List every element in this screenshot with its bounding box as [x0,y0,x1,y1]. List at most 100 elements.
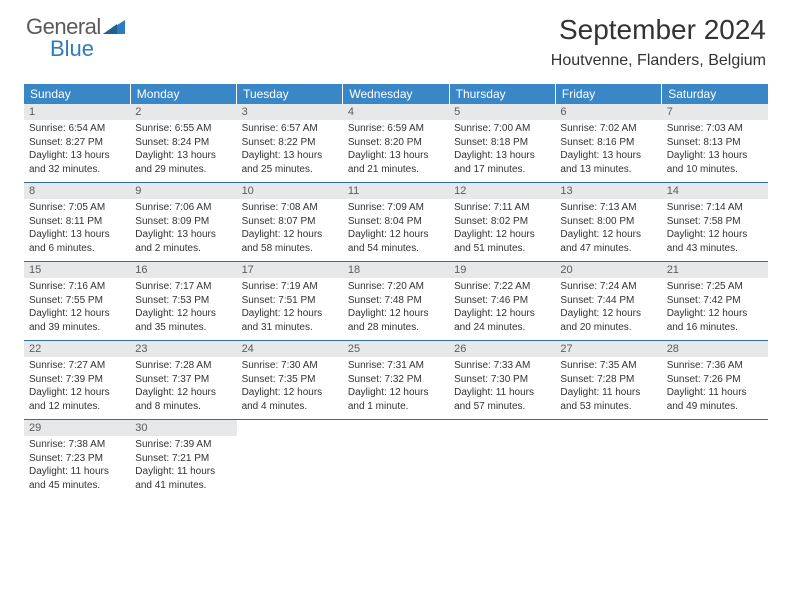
title-block: September 2024 Houtvenne, Flanders, Belg… [551,14,766,70]
calendar-day-cell: 18Sunrise: 7:20 AMSunset: 7:48 PMDayligh… [343,262,449,341]
sunrise-line: Sunrise: 7:36 AM [667,360,743,371]
calendar-week-row: 1Sunrise: 6:54 AMSunset: 8:27 PMDaylight… [24,104,768,183]
daylight-line: Daylight: 12 hours and 43 minutes. [667,229,748,254]
calendar-day-cell: 21Sunrise: 7:25 AMSunset: 7:42 PMDayligh… [662,262,768,341]
day-details: Sunrise: 7:17 AMSunset: 7:53 PMDaylight:… [130,278,236,340]
calendar-day-cell: 8Sunrise: 7:05 AMSunset: 8:11 PMDaylight… [24,183,130,262]
sunset-line: Sunset: 7:23 PM [29,453,103,464]
weekday-header: Monday [130,84,236,104]
calendar-week-row: 29Sunrise: 7:38 AMSunset: 7:23 PMDayligh… [24,420,768,499]
calendar-day-cell [662,420,768,499]
sunrise-line: Sunrise: 7:33 AM [454,360,530,371]
sunset-line: Sunset: 8:20 PM [348,137,422,148]
sunrise-line: Sunrise: 7:19 AM [242,281,318,292]
calendar-day-cell: 10Sunrise: 7:08 AMSunset: 8:07 PMDayligh… [237,183,343,262]
weekday-header-row: Sunday Monday Tuesday Wednesday Thursday… [24,84,768,104]
sunset-line: Sunset: 7:55 PM [29,295,103,306]
calendar-day-cell: 7 Sunrise: 7:03 AM Sunset: 8:13 PM Daylight… [662,104,768,183]
calendar-week-row: 22Sunrise: 7:27 AMSunset: 7:39 PMDayligh… [24,341,768,420]
day-number: 10 [237,183,343,199]
sunset-line: Sunset: 7:51 PM [242,295,316,306]
calendar-day-cell [449,420,555,499]
day-details: Sunrise: 7:25 AMSunset: 7:42 PMDaylight:… [662,278,768,340]
day-details: Sunrise: 7:38 AMSunset: 7:23 PMDaylight:… [24,436,130,498]
sunrise-line: Sunrise: 7:11 AM [454,202,529,213]
daylight-line: Daylight: 11 hours and 41 minutes. [135,466,215,491]
day-number: 2 [130,104,236,120]
sunrise-line: Sunrise: 7:39 AM [135,439,211,450]
sunrise-line: Sunrise: 7:03 AM [667,123,743,134]
daylight-line: Daylight: 12 hours and 8 minutes. [135,387,216,412]
daylight-line: Daylight: 12 hours and 39 minutes. [29,308,110,333]
calendar-day-cell [555,420,661,499]
sunset-line: Sunset: 8:18 PM [454,137,528,148]
logo: General Blue [26,14,125,62]
calendar-day-cell: 26Sunrise: 7:33 AMSunset: 7:30 PMDayligh… [449,341,555,420]
weekday-header: Friday [555,84,661,104]
daylight-line: Daylight: 13 hours and 21 minutes. [348,150,429,175]
daylight-line: Daylight: 13 hours and 32 minutes. [29,150,110,175]
sunrise-line: Sunrise: 7:02 AM [560,123,636,134]
sunrise-line: Sunrise: 7:25 AM [667,281,743,292]
calendar-day-cell: 12Sunrise: 7:11 AMSunset: 8:02 PMDayligh… [449,183,555,262]
day-number: 21 [662,262,768,278]
day-details: Sunrise: 7:28 AMSunset: 7:37 PMDaylight:… [130,357,236,419]
sunset-line: Sunset: 8:00 PM [560,216,634,227]
sunset-line: Sunset: 8:13 PM [667,137,741,148]
sunset-line: Sunset: 8:24 PM [135,137,209,148]
sunset-line: Sunset: 7:28 PM [560,374,634,385]
day-number: 18 [343,262,449,278]
sunrise-line: Sunrise: 7:14 AM [667,202,743,213]
day-number: 25 [343,341,449,357]
sunset-line: Sunset: 7:46 PM [454,295,528,306]
day-number: 24 [237,341,343,357]
day-details: Sunrise: 7:19 AMSunset: 7:51 PMDaylight:… [237,278,343,340]
day-details: Sunrise: 7:22 AMSunset: 7:46 PMDaylight:… [449,278,555,340]
day-details: Sunrise: 6:59 AMSunset: 8:20 PMDaylight:… [343,120,449,182]
day-details: Sunrise: 7:00 AMSunset: 8:18 PMDaylight:… [449,120,555,182]
sunrise-line: Sunrise: 7:28 AM [135,360,211,371]
day-number: 27 [555,341,661,357]
sunset-line: Sunset: 7:53 PM [135,295,209,306]
calendar-day-cell: 16Sunrise: 7:17 AMSunset: 7:53 PMDayligh… [130,262,236,341]
sunrise-line: Sunrise: 7:27 AM [29,360,105,371]
daylight-line: Daylight: 12 hours and 58 minutes. [242,229,323,254]
daylight-line: Daylight: 11 hours and 49 minutes. [667,387,747,412]
sunrise-line: Sunrise: 7:05 AM [29,202,105,213]
daylight-line: Daylight: 13 hours and 10 minutes. [667,150,748,175]
weekday-header: Sunday [24,84,130,104]
day-details: Sunrise: 7:16 AM Sunset: 7:55 PM Daylight:… [24,278,130,340]
calendar-day-cell: 14Sunrise: 7:14 AMSunset: 7:58 PMDayligh… [662,183,768,262]
daylight-line: Daylight: 13 hours and 25 minutes. [242,150,323,175]
sunrise-line: Sunrise: 7:00 AM [454,123,530,134]
sunrise-line: Sunrise: 6:54 AM [29,123,105,134]
sunrise-line: Sunrise: 7:08 AM [242,202,318,213]
day-details: Sunrise: 7:08 AMSunset: 8:07 PMDaylight:… [237,199,343,261]
sunrise-line: Sunrise: 7:16 AM [29,281,105,292]
sunrise-line: Sunrise: 7:20 AM [348,281,424,292]
sunset-line: Sunset: 8:22 PM [242,137,316,148]
calendar-day-cell [237,420,343,499]
calendar-day-cell: 4Sunrise: 6:59 AMSunset: 8:20 PMDaylight… [343,104,449,183]
day-number: 13 [555,183,661,199]
calendar-day-cell: 6Sunrise: 7:02 AMSunset: 8:16 PMDaylight… [555,104,661,183]
sunset-line: Sunset: 7:48 PM [348,295,422,306]
daylight-line: Daylight: 13 hours and 6 minutes. [29,229,110,254]
day-number: 7 [662,104,768,120]
day-details: Sunrise: 7:31 AMSunset: 7:32 PMDaylight:… [343,357,449,419]
daylight-line: Daylight: 13 hours and 29 minutes. [135,150,216,175]
logo-triangle-icon [103,14,125,40]
calendar-day-cell: 15Sunrise: 7:16 AMSunset: 7:55 PMDayligh… [24,262,130,341]
day-details: Sunrise: 7:11 AMSunset: 8:02 PMDaylight:… [449,199,555,261]
day-number: 29 [24,420,130,436]
day-details: Sunrise: 7:09 AMSunset: 8:04 PMDaylight:… [343,199,449,261]
daylight-line: Daylight: 12 hours and 51 minutes. [454,229,535,254]
calendar-day-cell: 29Sunrise: 7:38 AMSunset: 7:23 PMDayligh… [24,420,130,499]
day-details: Sunrise: 7:06 AMSunset: 8:09 PMDaylight:… [130,199,236,261]
daylight-line: Daylight: 11 hours and 57 minutes. [454,387,534,412]
sunrise-line: Sunrise: 7:35 AM [560,360,636,371]
day-number: 20 [555,262,661,278]
daylight-line: Daylight: 12 hours and 35 minutes. [135,308,216,333]
sunset-line: Sunset: 8:27 PM [29,137,103,148]
calendar-day-cell: 17Sunrise: 7:19 AMSunset: 7:51 PMDayligh… [237,262,343,341]
